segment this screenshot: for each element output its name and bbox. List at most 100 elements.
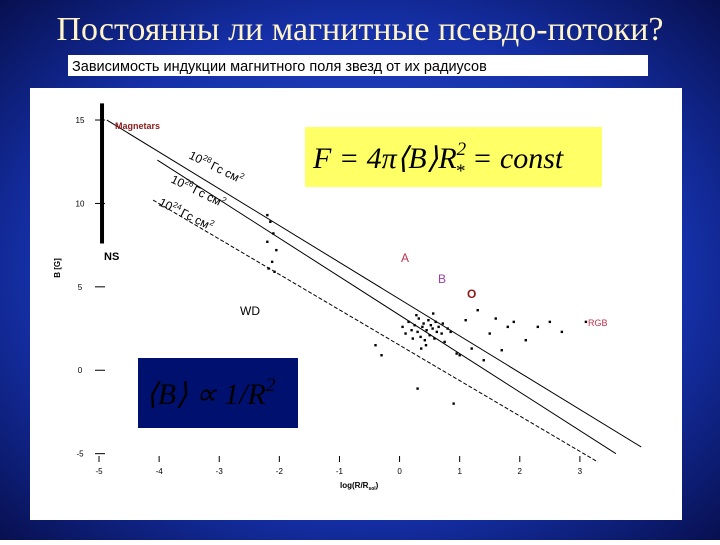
formula-part: F = 4π⟨B⟩R — [312, 142, 457, 175]
data-point — [415, 313, 418, 317]
data-point — [506, 325, 509, 329]
subtitle-box — [68, 55, 648, 76]
data-point — [275, 248, 278, 252]
data-point — [464, 319, 467, 322]
class-label: WD — [240, 304, 260, 318]
flux-line — [106, 119, 642, 448]
data-point — [494, 317, 497, 320]
x-axis-label: log(R/Rsol) — [340, 481, 379, 492]
data-point — [267, 267, 270, 270]
data-point — [440, 332, 443, 335]
x-tick-label: 2 — [518, 467, 523, 476]
y-tick-label: 5 — [78, 283, 83, 292]
y-tick-label: -5 — [76, 450, 84, 459]
data-point — [421, 325, 424, 329]
x-tick-label: 1 — [457, 467, 462, 476]
data-point — [584, 320, 588, 324]
data-point — [443, 340, 446, 344]
data-point — [424, 344, 428, 347]
x-label-sub: sol — [368, 486, 376, 492]
flux-unit-exp: 2 — [238, 171, 246, 181]
data-point — [512, 320, 515, 324]
data-point — [416, 330, 419, 334]
x-tick-label: -5 — [95, 467, 103, 476]
data-point — [413, 324, 416, 327]
flux-exp: 26 — [183, 177, 195, 189]
data-point — [380, 354, 383, 357]
data-point — [458, 354, 461, 357]
field-formula: ⟨B⟩ ∝ 1/R2 — [146, 375, 276, 411]
data-point — [404, 332, 407, 335]
flux-line — [157, 159, 617, 455]
data-point — [431, 327, 434, 330]
subtitle: Зависимость индукции магнитного поля зве… — [72, 59, 487, 75]
formula-sup: 2 — [266, 375, 276, 396]
class-label: Magnetars — [115, 121, 160, 131]
x-tick-label: -1 — [336, 467, 344, 476]
data-point — [435, 330, 439, 334]
data-point — [428, 334, 431, 337]
y-axis-label: B [G] — [53, 258, 62, 278]
class-label: RGB — [588, 318, 608, 328]
data-point — [429, 324, 433, 327]
data-point — [452, 402, 455, 405]
data-point — [488, 332, 491, 335]
data-point — [446, 327, 449, 330]
x-tick-label: -3 — [216, 467, 224, 476]
data-point — [423, 339, 427, 342]
class-label: NS — [104, 251, 119, 263]
data-point — [433, 337, 436, 340]
x-label-text: log(R/R — [340, 481, 369, 490]
data-point — [407, 320, 410, 324]
data-point — [401, 325, 404, 329]
flux-exp: 28 — [201, 153, 213, 165]
data-point — [374, 344, 377, 347]
flux-line — [152, 199, 599, 463]
data-point — [266, 240, 269, 243]
data-point — [548, 320, 552, 324]
data-point — [411, 337, 414, 340]
data-point — [434, 320, 437, 324]
data-point — [422, 322, 425, 325]
x-label-close: ) — [376, 481, 379, 490]
data-point — [455, 352, 458, 355]
data-point — [273, 270, 276, 274]
x-tick-label: -2 — [276, 467, 284, 476]
formula-part: ⟨B⟩ ∝ 1/R — [146, 378, 266, 411]
data-point — [437, 325, 440, 329]
data-point — [441, 322, 445, 325]
class-label: A — [401, 251, 409, 265]
data-point — [560, 330, 564, 334]
formula-box-2 — [138, 358, 298, 428]
y-tick-label: 15 — [76, 116, 85, 125]
formula-part: = const — [465, 142, 564, 175]
flux-base: 10 — [187, 148, 205, 167]
data-point — [449, 330, 452, 334]
plot: -5 0 5 10 15 -5 -4 -3 -2 -1 0 1 2 3 B [G] log(R/Rsol) 10… — [53, 103, 642, 492]
flux-label: 1026Гс см2 — [169, 171, 229, 211]
flux-base: 10 — [169, 172, 187, 191]
class-label: O — [467, 287, 476, 301]
data-point — [476, 308, 479, 312]
class-label: B — [438, 272, 446, 286]
x-tick-label: 3 — [578, 467, 583, 476]
formula-box — [305, 127, 602, 187]
y-tick-label: 10 — [76, 199, 85, 208]
data-point — [419, 335, 422, 339]
data-point — [432, 312, 435, 315]
flux-exp: 24 — [171, 200, 183, 212]
data-point — [266, 213, 269, 217]
data-point — [269, 220, 272, 223]
data-point — [416, 387, 419, 390]
x-tick-label: -4 — [156, 467, 164, 476]
x-tick-label: 0 — [397, 467, 402, 476]
formula-sup: 2 — [457, 139, 467, 160]
data-point — [420, 347, 423, 350]
data-point — [500, 349, 503, 352]
data-point — [524, 339, 527, 342]
data-point — [536, 325, 540, 329]
data-point — [270, 260, 274, 264]
data-point — [482, 359, 485, 362]
